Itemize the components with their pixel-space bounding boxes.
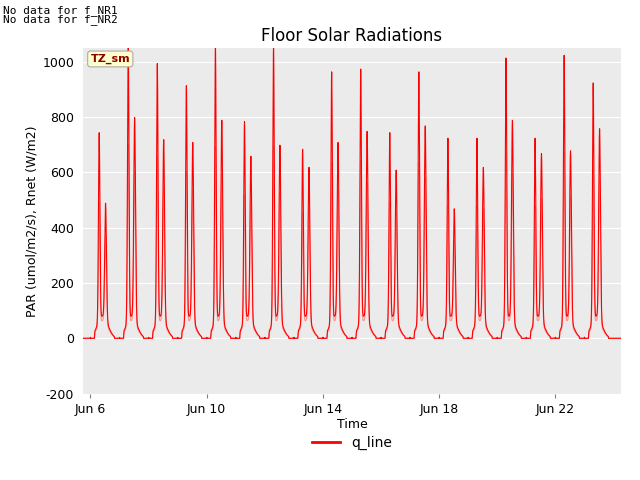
Text: No data for f_NR2: No data for f_NR2 xyxy=(3,14,118,25)
X-axis label: Time: Time xyxy=(337,419,367,432)
Text: No data for f_NR1: No data for f_NR1 xyxy=(3,5,118,16)
Title: Floor Solar Radiations: Floor Solar Radiations xyxy=(261,27,443,45)
Legend: q_line: q_line xyxy=(307,431,397,456)
Text: TZ_sm: TZ_sm xyxy=(90,54,130,64)
Y-axis label: PAR (umol/m2/s), Rnet (W/m2): PAR (umol/m2/s), Rnet (W/m2) xyxy=(25,125,38,316)
